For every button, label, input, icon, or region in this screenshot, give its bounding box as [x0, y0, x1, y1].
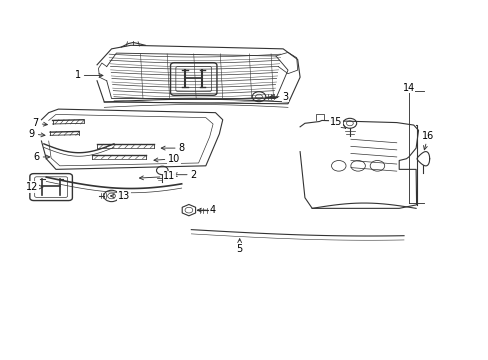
Text: 14: 14	[402, 83, 414, 93]
Text: 2: 2	[173, 170, 197, 180]
Text: 4: 4	[197, 205, 216, 215]
Text: 6: 6	[34, 152, 50, 162]
FancyBboxPatch shape	[170, 63, 217, 95]
Text: 3: 3	[269, 92, 288, 102]
Text: 10: 10	[154, 154, 180, 164]
FancyBboxPatch shape	[176, 67, 211, 91]
FancyBboxPatch shape	[35, 177, 67, 197]
Text: 15: 15	[329, 117, 345, 129]
Text: 13: 13	[110, 191, 129, 201]
Text: 8: 8	[161, 143, 184, 153]
Text: 12: 12	[25, 182, 43, 192]
Text: 5: 5	[236, 239, 243, 254]
Text: 7: 7	[33, 118, 47, 128]
FancyBboxPatch shape	[30, 174, 72, 201]
Text: 9: 9	[29, 129, 45, 139]
Text: 1: 1	[75, 71, 102, 80]
Text: 16: 16	[421, 131, 433, 150]
Text: 11: 11	[139, 171, 175, 181]
